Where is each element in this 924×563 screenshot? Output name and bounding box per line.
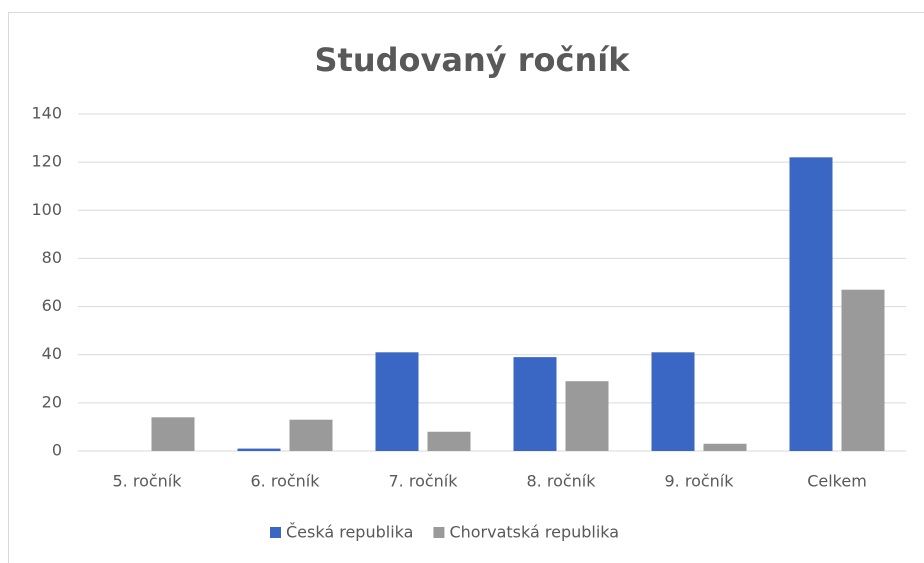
bar (375, 352, 419, 451)
bar (565, 381, 609, 451)
x-tick-label: 7. ročník (388, 472, 458, 491)
legend-label: Chorvatská republika (449, 523, 619, 542)
x-tick-label: 9. ročník (664, 472, 734, 491)
y-tick-label: 80 (42, 248, 62, 267)
y-tick-label: 60 (42, 296, 62, 315)
y-tick-label: 140 (31, 104, 62, 123)
y-tick-label: 120 (31, 152, 62, 171)
x-tick-label: 6. ročník (250, 472, 320, 491)
x-tick-label: 5. ročník (112, 472, 182, 491)
y-tick-label: 100 (31, 200, 62, 219)
legend-swatch (270, 527, 281, 538)
bar (427, 431, 471, 451)
bar (151, 417, 195, 451)
x-tick-label: 8. ročník (526, 472, 596, 491)
chart-frame (8, 12, 924, 563)
bar (513, 357, 557, 451)
y-tick-label: 40 (42, 344, 62, 363)
x-tick-label: Celkem (807, 472, 867, 491)
bar (237, 448, 281, 451)
y-tick-label: 0 (52, 441, 62, 460)
bar (651, 352, 695, 451)
legend-label: Česká republika (286, 523, 413, 542)
bar (289, 419, 333, 451)
bar (841, 289, 885, 451)
bar (789, 157, 833, 452)
legend-swatch (433, 527, 445, 538)
bar (703, 443, 747, 451)
y-tick-label: 20 (42, 392, 62, 411)
chart-title: Studovaný ročník (314, 41, 630, 79)
